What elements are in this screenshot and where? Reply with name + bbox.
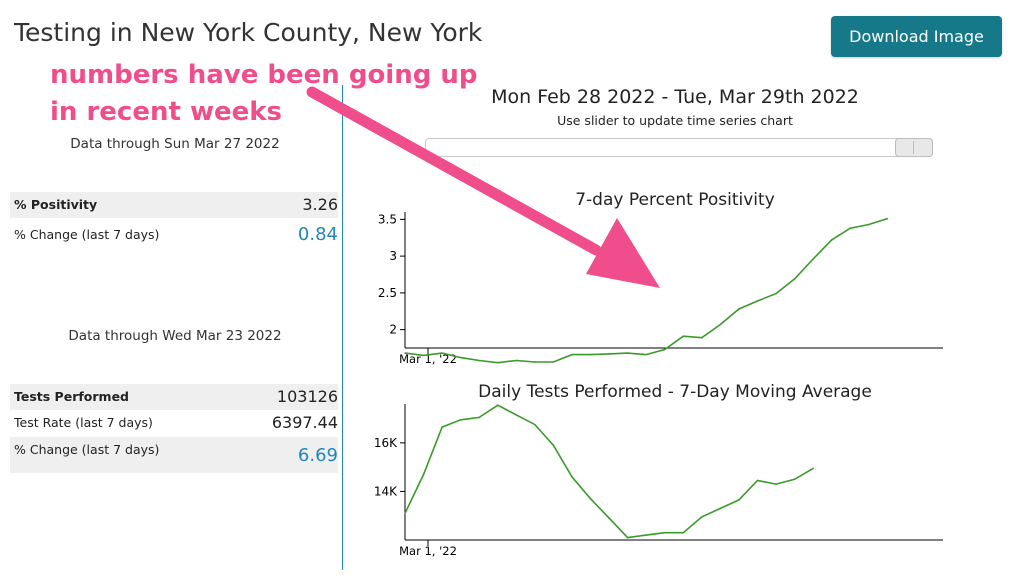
test-rate-value: 6397.44 (271, 413, 338, 432)
data-point (775, 483, 777, 485)
positivity-change-row: % Change (last 7 days) 0.84 (10, 222, 338, 248)
tests-change-label: % Change (last 7 days) (14, 442, 160, 457)
download-image-button[interactable]: Download Image (831, 16, 1002, 57)
data-point (571, 353, 573, 356)
y-tick-label: 3 (389, 249, 397, 263)
data-point (738, 308, 740, 310)
data-point (849, 227, 852, 229)
x-tick-label: Mar 1, '22 (399, 544, 457, 558)
page-title: Testing in New York County, New York (14, 18, 483, 47)
data-point (534, 361, 536, 363)
positivity-row: % Positivity 3.26 (10, 192, 338, 218)
panel-divider (342, 85, 343, 570)
data-point (812, 258, 814, 260)
data-point (793, 478, 796, 481)
data-point (886, 217, 889, 220)
positivity-change-value: 0.84 (297, 224, 338, 245)
data-point (867, 223, 870, 226)
tests-chart-title: Daily Tests Performed - 7-Day Moving Ave… (478, 382, 872, 402)
positivity-value: 3.26 (302, 195, 338, 214)
tests-chart: 14K 16K Mar 1, '22 (374, 404, 943, 558)
annotation-line-2: in recent weeks (50, 97, 283, 127)
slider-handle[interactable] (895, 138, 933, 157)
data-point (793, 278, 796, 280)
data-point (422, 354, 425, 357)
data-point (645, 534, 647, 536)
data-point (441, 352, 443, 354)
data-point (496, 404, 499, 407)
positivity-chart-title: 7-day Percent Positivity (575, 190, 775, 210)
data-point (645, 353, 647, 356)
data-point (459, 418, 462, 421)
data-point (626, 536, 629, 539)
data-point (738, 499, 740, 501)
data-point (701, 336, 703, 339)
y-tick-label: 2 (389, 323, 397, 337)
positivity-change-label: % Change (last 7 days) (14, 227, 160, 242)
data-point (571, 476, 573, 478)
data-point (682, 335, 685, 338)
data-point (422, 473, 425, 476)
data-point (589, 497, 592, 500)
data-point (663, 348, 666, 351)
data-point (404, 352, 406, 354)
arrow-head-icon (586, 218, 660, 288)
data-through-date-tests: Data through Wed Mar 23 2022 (68, 328, 282, 344)
y-tick-label: 3.5 (378, 212, 397, 226)
data-point (663, 531, 666, 534)
data-point (404, 512, 406, 515)
tests-change-value: 6.69 (297, 445, 338, 466)
arrow-shaft (306, 86, 602, 256)
y-tick-label: 14K (374, 484, 398, 498)
data-point (515, 359, 518, 362)
test-rate-row: Test Rate (last 7 days) 6397.44 (10, 410, 338, 436)
y-tick-label: 16K (374, 436, 398, 450)
data-through-date-positivity: Data through Sun Mar 27 2022 (70, 136, 280, 152)
data-point (608, 353, 610, 355)
y-tick-label: 2.5 (378, 286, 397, 300)
data-point (812, 467, 814, 470)
slider-grip-icon (913, 141, 914, 154)
annotation-line-1: numbers have been going up (50, 60, 478, 90)
data-point (589, 353, 592, 356)
data-point (441, 426, 443, 428)
data-point (478, 359, 481, 362)
data-point (552, 361, 555, 363)
data-point (626, 352, 629, 354)
data-point (496, 361, 499, 364)
positivity-label: % Positivity (14, 197, 98, 212)
data-point (478, 416, 481, 419)
data-point (830, 239, 833, 241)
slider-hint: Use slider to update time series chart (557, 113, 793, 128)
tests-change-row: % Change (last 7 days) 6.69 (10, 437, 338, 473)
tests-performed-label: Tests Performed (14, 389, 129, 404)
data-point (682, 531, 685, 534)
data-point (719, 507, 722, 510)
data-point (459, 356, 462, 359)
data-point (775, 292, 777, 295)
data-point (756, 479, 759, 482)
tests-performed-row: Tests Performed 103126 (10, 384, 338, 410)
test-rate-label: Test Rate (last 7 days) (14, 415, 153, 430)
data-point (608, 517, 610, 519)
date-range-title: Mon Feb 28 2022 - Tue, Mar 29th 2022 (491, 86, 859, 108)
data-point (756, 300, 759, 302)
data-point (552, 444, 555, 447)
tests-performed-value: 103126 (276, 387, 338, 406)
data-point (515, 414, 518, 416)
data-point (719, 323, 722, 326)
data-point (534, 423, 536, 426)
data-point (701, 516, 703, 518)
positivity-chart: 2 2.5 3 3.5 Mar 1, '22 (378, 212, 943, 366)
x-tick-label: Mar 1, '22 (399, 352, 457, 366)
